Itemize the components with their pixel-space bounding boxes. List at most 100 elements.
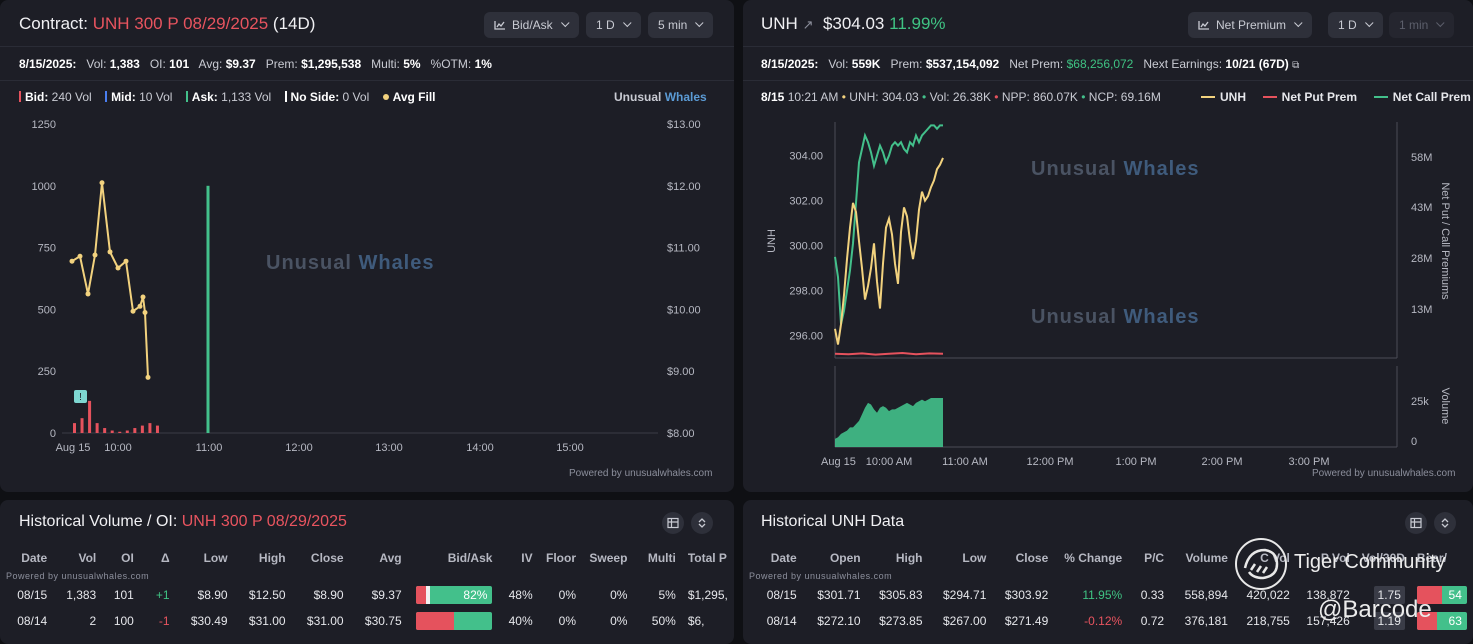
range-label: 1 D (1338, 18, 1357, 32)
line-chart-icon (1198, 21, 1209, 30)
col-low[interactable]: Low (203, 551, 228, 565)
col-high[interactable]: High (258, 551, 286, 565)
net-premium-label: Net Premium (1216, 18, 1287, 32)
col-delta[interactable]: Δ (160, 551, 170, 565)
col-close[interactable]: Close (310, 551, 344, 565)
right-axis-tick: $10.00 (667, 304, 701, 316)
col-volume[interactable]: Volume (1185, 551, 1228, 565)
cell-high: $273.85 (879, 614, 923, 628)
alert-marker (74, 390, 87, 403)
volume-bar-bid (88, 400, 92, 433)
col-pvol[interactable]: P Vol (1320, 551, 1350, 565)
x-axis-tick: 14:00 (466, 442, 494, 454)
table-row[interactable]: 08/15 1,383 101 +1 $8.90 $12.50 $8.90 $9… (0, 582, 734, 608)
stats-date: 8/15/2025: (19, 57, 77, 71)
historical-volume-title: Historical Volume / OI: UNH 300 P 08/29/… (19, 513, 347, 531)
brand-whales: Whales (664, 90, 707, 104)
stock-chart-svg[interactable]: 304.00 302.00 300.00 298.00 296.00 58M 43M 28M 1… (743, 0, 1473, 480)
stats-otm: 1% (474, 57, 492, 71)
legend-net-put[interactable]: Net Put Prem (1262, 90, 1357, 104)
powered-by: Powered by unusualwhales.com (749, 571, 893, 581)
col-vol[interactable]: Vol (78, 551, 97, 565)
legend-bid[interactable]: Bid: 240 Vol (19, 90, 92, 104)
x-axis-tick: 11:00 (196, 442, 223, 454)
cell-volume: 558,894 (1184, 588, 1228, 602)
interval-dropdown[interactable]: 1 min (1389, 12, 1455, 38)
table-row[interactable]: 08/14 $272.10 $273.85 $267.00 $271.49 -0… (743, 608, 1473, 634)
left-axis-tick: 296.00 (789, 331, 823, 343)
x-axis-tick: 3:00 PM (1289, 456, 1330, 468)
historical-stock-table: Date Open High Low Close % Change P/C Vo… (743, 548, 1473, 634)
col-date[interactable]: Date (770, 551, 797, 565)
col-open[interactable]: Open (829, 551, 861, 565)
expand-icon[interactable] (691, 512, 713, 534)
legend-unh[interactable]: UNH (1201, 90, 1246, 104)
col-oi[interactable]: OI (121, 551, 134, 565)
range-dropdown[interactable]: 1 D (1328, 12, 1383, 38)
legend-net-call[interactable]: Net Call Prem (1373, 90, 1471, 104)
legend-mid-value: 10 Vol (139, 90, 173, 104)
legend-bid-label: Bid: (25, 90, 49, 104)
expand-icon[interactable] (1434, 512, 1456, 534)
col-high[interactable]: High (895, 551, 923, 565)
stats-vol: 559K (851, 57, 881, 71)
col-vol30d[interactable]: Vol/30D (1361, 551, 1405, 565)
col-avg[interactable]: Avg (379, 551, 402, 565)
table-row[interactable]: 08/14 2 100 -1 $30.49 $31.00 $31.00 $30.… (0, 608, 734, 634)
external-link-icon[interactable]: ⧉ (1292, 60, 1300, 71)
external-link-icon[interactable]: ↗ (802, 17, 814, 32)
range-dropdown[interactable]: 1 D (586, 12, 641, 38)
col-low[interactable]: Low (962, 551, 987, 565)
legend-mid[interactable]: Mid: 10 Vol (105, 90, 172, 104)
left-axis-tick: 302.00 (789, 196, 823, 208)
unh-swatch (1201, 96, 1215, 98)
avg-fill-point (69, 258, 75, 264)
stock-change: 11.99% (889, 14, 946, 33)
left-axis-tick: 1000 (32, 181, 56, 193)
vol30d-pill: 1.19 (1373, 612, 1405, 630)
cell-iv: 48% (508, 588, 533, 602)
legend-noside[interactable]: No Side: 0 Vol (284, 90, 369, 104)
bidask-bar (416, 612, 493, 630)
volume-bar-bid (95, 423, 99, 433)
cell-low: $294.71 (942, 588, 987, 602)
col-close[interactable]: Close (1015, 551, 1049, 565)
legend-ask[interactable]: Ask: 1,133 Vol (185, 90, 271, 104)
interval-dropdown[interactable]: 5 min (648, 12, 714, 38)
col-floor[interactable]: Floor (546, 551, 577, 565)
contract-chart-svg[interactable]: 1250 1000 750 500 250 0 $13.00 $12.00 $11.00 $10.… (0, 0, 734, 480)
right-axis-tick: $9.00 (667, 366, 695, 378)
x-axis-tick: Aug 15 (821, 456, 856, 468)
chart-watermark: Unusual Whales (266, 252, 435, 275)
col-iv[interactable]: IV (521, 551, 533, 565)
net-premium-dropdown[interactable]: Net Premium (1188, 12, 1313, 38)
col-change[interactable]: % Change (1064, 551, 1123, 565)
vol30d-pill: 1.75 (1373, 586, 1405, 604)
stock-symbol[interactable]: UNH (761, 14, 798, 33)
watermark-whales: Whales (358, 252, 435, 274)
stats-vol: 1,383 (109, 57, 140, 71)
bear-bar: 63 (1416, 612, 1467, 630)
cell-volume: 376,181 (1184, 614, 1228, 628)
col-bear[interactable]: Bear/ (1416, 551, 1447, 565)
col-bidask[interactable]: Bid/Ask (447, 551, 493, 565)
bid-ask-mode-dropdown[interactable]: Bid/Ask (484, 12, 579, 38)
powered-by[interactable]: Powered by unusualwhales.com (1312, 468, 1456, 479)
col-total[interactable]: Total P (687, 551, 727, 565)
powered-by[interactable]: Powered by unusualwhales.com (569, 468, 713, 479)
cell-multi: 50% (651, 614, 676, 628)
legend-avgfill[interactable]: Avg Fill (382, 90, 435, 104)
col-date[interactable]: Date (21, 551, 48, 565)
col-sweep[interactable]: Sweep (589, 551, 628, 565)
x-axis-tick: 2:00 PM (1202, 456, 1243, 468)
watermark-unusual: Unusual (1031, 158, 1117, 180)
contract-symbol[interactable]: UNH 300 P 08/29/2025 (92, 14, 269, 33)
col-pc[interactable]: P/C (1144, 551, 1165, 565)
columns-icon[interactable] (662, 512, 684, 534)
columns-icon[interactable] (1405, 512, 1427, 534)
legend-bid-value: 240 Vol (51, 90, 92, 104)
range-label: 1 D (596, 18, 615, 32)
tooltip-vol: Vol: 26.38K (929, 90, 991, 104)
table-row[interactable]: 08/15 $301.71 $305.83 $294.71 $303.92 11… (743, 582, 1473, 608)
col-multi[interactable]: Multi (647, 551, 676, 565)
